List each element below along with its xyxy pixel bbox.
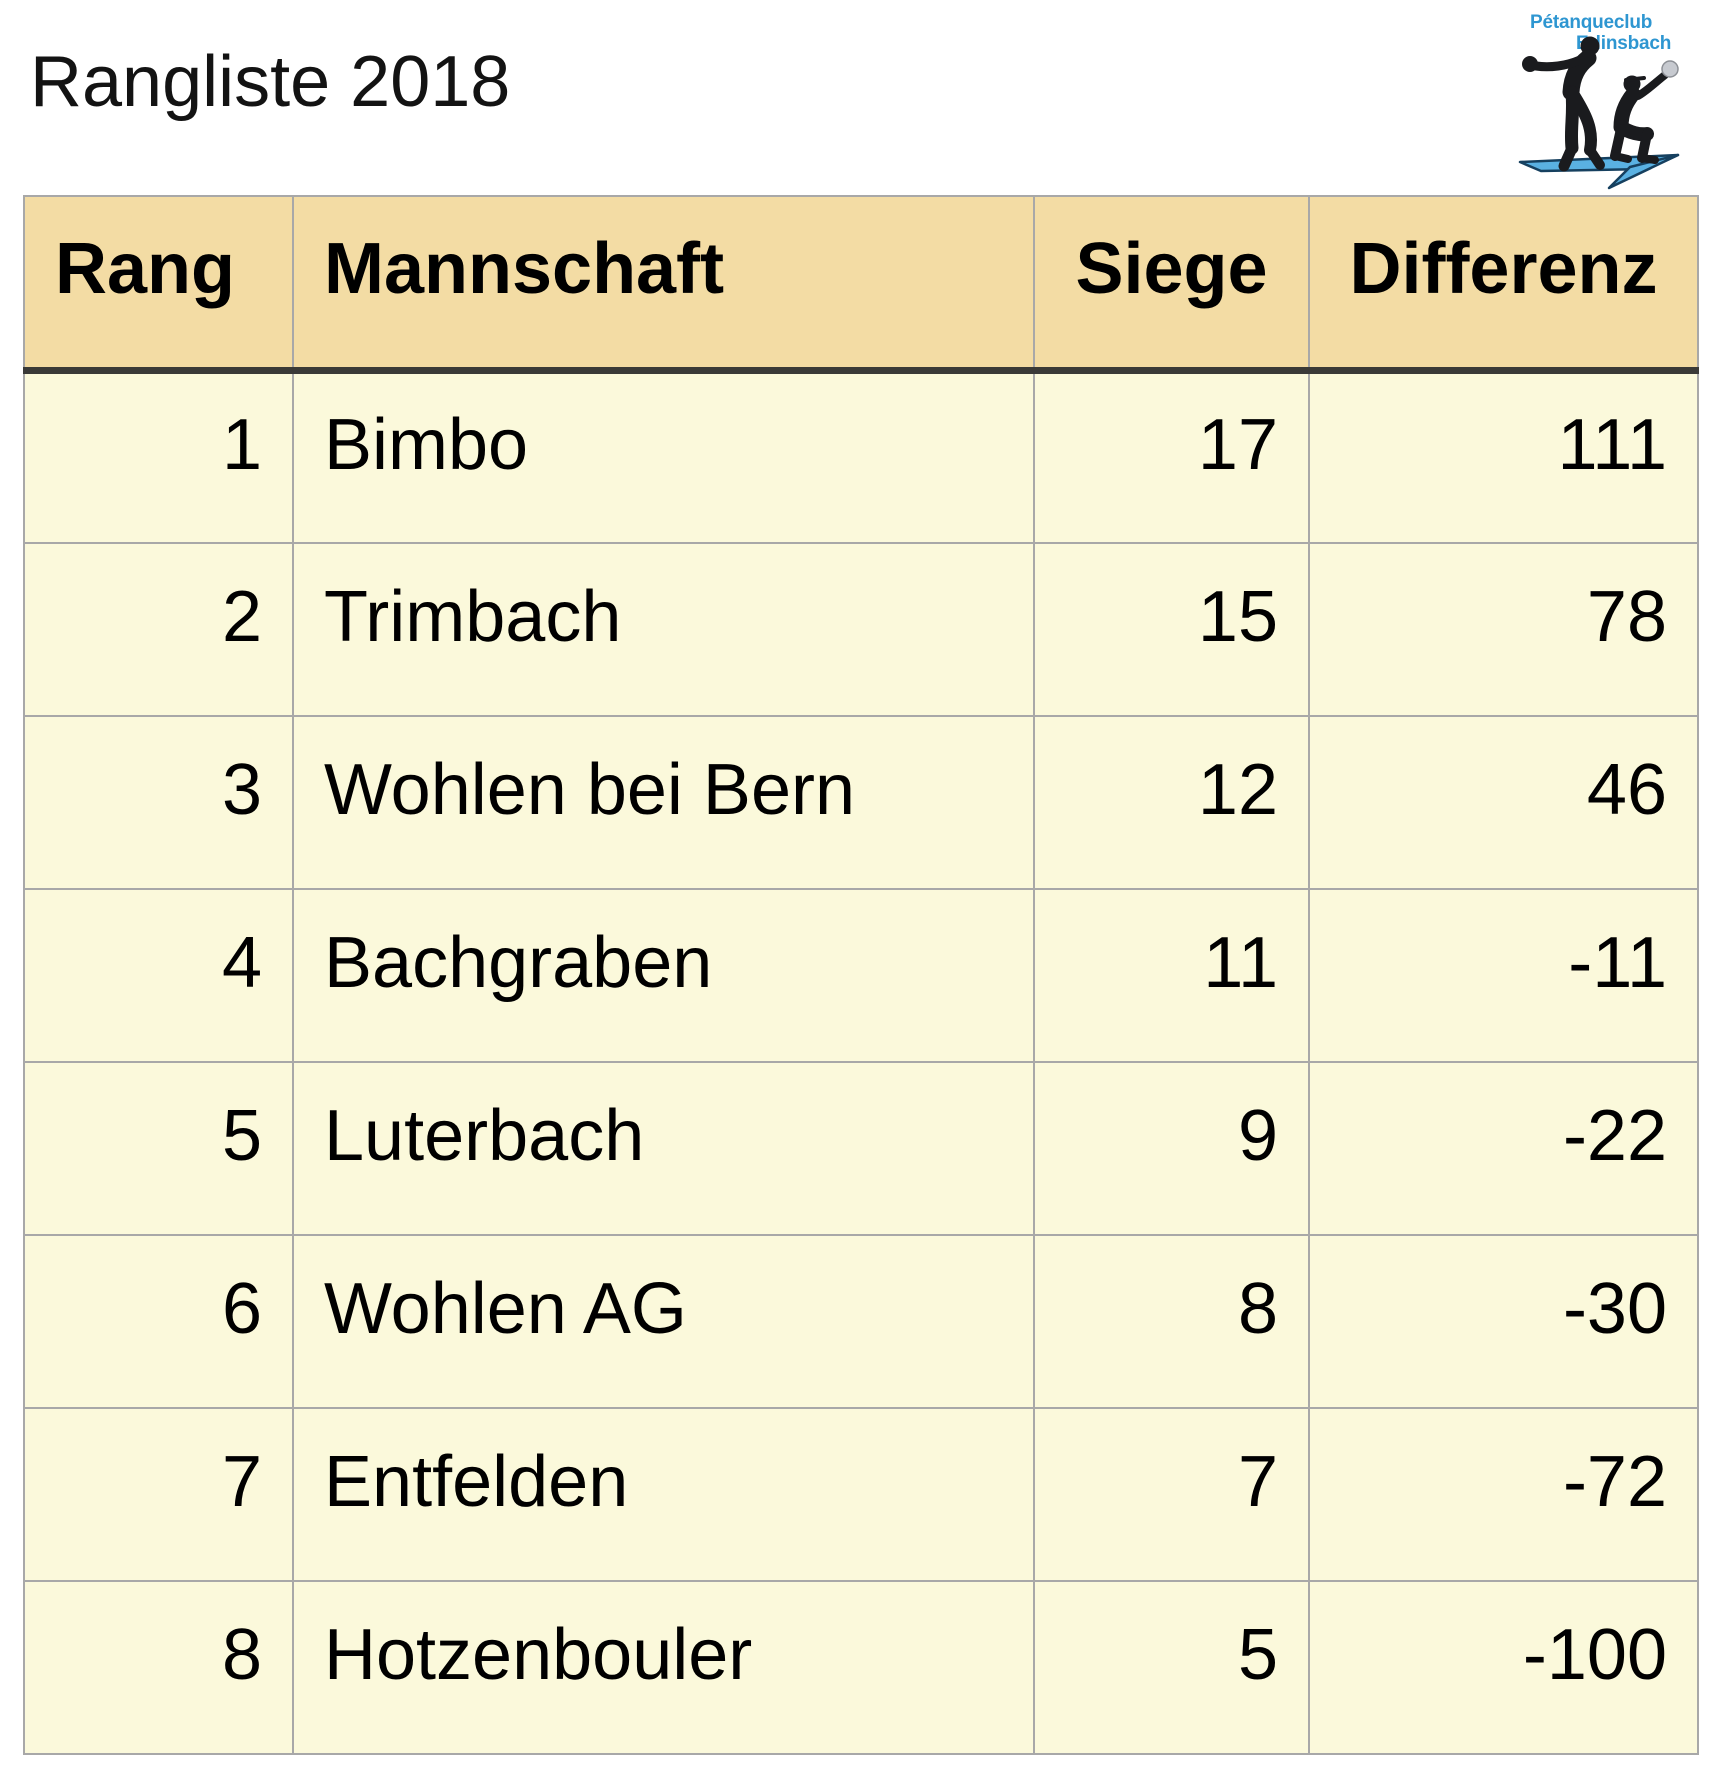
- wins-cell: 17: [1033, 369, 1310, 544]
- rank-cell: 8: [23, 1580, 294, 1755]
- table-row: 1 Bimbo 17 111: [23, 369, 1699, 544]
- rank-cell: 3: [23, 715, 294, 890]
- difference-cell: -72: [1308, 1407, 1699, 1582]
- column-header-rang: Rang: [23, 195, 294, 374]
- table-row: 5 Luterbach 9 -22: [23, 1061, 1699, 1236]
- rank-cell: 5: [23, 1061, 294, 1236]
- wins-cell: 7: [1033, 1407, 1310, 1582]
- team-cell: Wohlen bei Bern: [292, 715, 1035, 890]
- difference-cell: 78: [1308, 542, 1699, 717]
- rank-cell: 6: [23, 1234, 294, 1409]
- difference-cell: 46: [1308, 715, 1699, 890]
- difference-cell: -11: [1308, 888, 1699, 1063]
- team-cell: Trimbach: [292, 542, 1035, 717]
- logo-club-name: Pétanqueclub: [1530, 12, 1653, 33]
- logo-club-town: Erlinsbach: [1576, 33, 1672, 54]
- table-row: 7 Entfelden 7 -72: [23, 1407, 1699, 1582]
- wins-cell: 5: [1033, 1580, 1310, 1755]
- page-title: Rangliste 2018: [30, 42, 511, 122]
- wins-cell: 9: [1033, 1061, 1310, 1236]
- rank-cell: 4: [23, 888, 294, 1063]
- difference-cell: 111: [1308, 369, 1699, 544]
- table-row: 3 Wohlen bei Bern 12 46: [23, 715, 1699, 890]
- rank-cell: 1: [23, 369, 294, 544]
- team-cell: Wohlen AG: [292, 1234, 1035, 1409]
- rank-cell: 2: [23, 542, 294, 717]
- petanque-players-icon: [1518, 36, 1680, 190]
- wins-cell: 12: [1033, 715, 1310, 890]
- difference-cell: -30: [1308, 1234, 1699, 1409]
- difference-cell: -100: [1308, 1580, 1699, 1755]
- wins-cell: 11: [1033, 888, 1310, 1063]
- column-header-differenz: Differenz: [1308, 195, 1699, 374]
- table-row: 4 Bachgraben 11 -11: [23, 888, 1699, 1063]
- wins-cell: 8: [1033, 1234, 1310, 1409]
- table-row: 6 Wohlen AG 8 -30: [23, 1234, 1699, 1409]
- team-cell: Bimbo: [292, 369, 1035, 544]
- column-header-mannschaft: Mannschaft: [292, 195, 1035, 374]
- difference-cell: -22: [1308, 1061, 1699, 1236]
- team-cell: Bachgraben: [292, 888, 1035, 1063]
- team-cell: Entfelden: [292, 1407, 1035, 1582]
- column-header-siege: Siege: [1033, 195, 1310, 374]
- wins-cell: 15: [1033, 542, 1310, 717]
- team-cell: Hotzenbouler: [292, 1580, 1035, 1755]
- rank-cell: 7: [23, 1407, 294, 1582]
- table-row: 8 Hotzenbouler 5 -100: [23, 1580, 1699, 1755]
- table-row: 2 Trimbach 15 78: [23, 542, 1699, 717]
- rangliste-table: Rang Mannschaft Siege Differenz 1 Bimbo …: [23, 195, 1699, 1755]
- header-row: Rang Mannschaft Siege Differenz: [23, 195, 1699, 374]
- club-logo: Pétanqueclub Erlinsbach: [1508, 6, 1710, 190]
- team-cell: Luterbach: [292, 1061, 1035, 1236]
